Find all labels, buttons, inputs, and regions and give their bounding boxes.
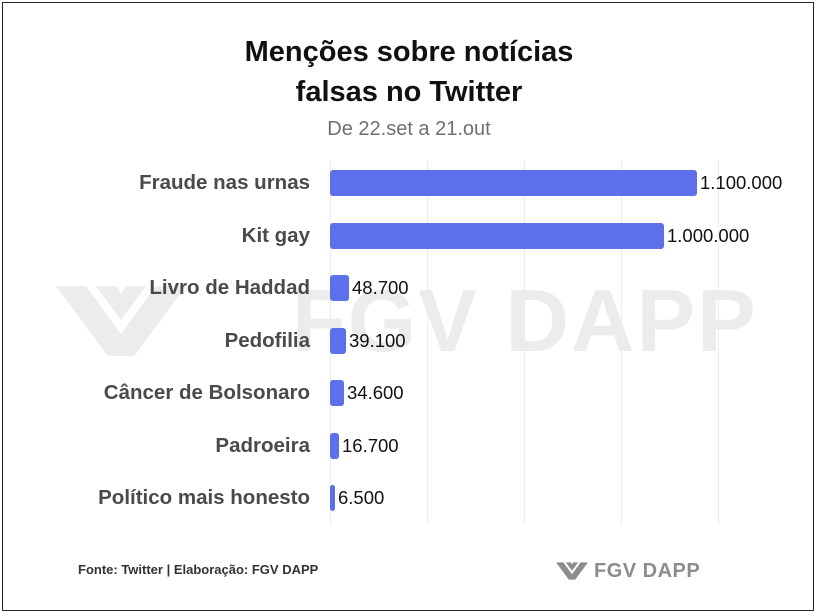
- category-label: Fraude nas urnas: [139, 171, 310, 194]
- bar: [330, 170, 697, 196]
- value-label: 48.700: [352, 277, 409, 298]
- category-label: Livro de Haddad: [149, 276, 310, 299]
- value-label: 1.100.000: [700, 172, 783, 193]
- chart-subtitle: De 22.set a 21.out: [327, 118, 491, 140]
- gridline: [718, 160, 719, 525]
- bar: [330, 223, 664, 249]
- fgv-logo-mark-icon: [556, 562, 588, 580]
- chart-title-line-1: Menções sobre notícias: [244, 36, 574, 68]
- value-label: 16.700: [342, 435, 399, 456]
- chart-title-line-2: falsas no Twitter: [295, 76, 523, 108]
- value-label: 39.100: [349, 330, 406, 351]
- value-label: 34.600: [347, 382, 404, 403]
- value-label: 6.500: [338, 487, 385, 508]
- gridline: [621, 160, 622, 525]
- logo-text: FGV DAPP: [594, 560, 701, 582]
- value-label: 1.000.000: [667, 225, 750, 246]
- bar: [330, 485, 335, 511]
- bar: [330, 328, 346, 354]
- gridline: [427, 160, 428, 525]
- source-note: Fonte: Twitter | Elaboração: FGV DAPP: [78, 562, 319, 577]
- bar: [330, 433, 339, 459]
- fgv-logo-mark-icon: [56, 286, 186, 356]
- watermark: FGV DAPP: [56, 276, 756, 366]
- category-label: Político mais honesto: [98, 486, 310, 509]
- bar: [330, 380, 344, 406]
- category-label: Padroeira: [215, 434, 310, 457]
- category-label: Câncer de Bolsonaro: [103, 381, 310, 404]
- category-label: Kit gay: [241, 224, 310, 247]
- gridline: [524, 160, 525, 525]
- watermark-text: FGV DAPP: [292, 271, 758, 370]
- category-label: Pedofilia: [224, 329, 310, 352]
- chart-title: Menções sobre notícias falsas no Twitter: [0, 32, 818, 112]
- bar: [330, 275, 349, 301]
